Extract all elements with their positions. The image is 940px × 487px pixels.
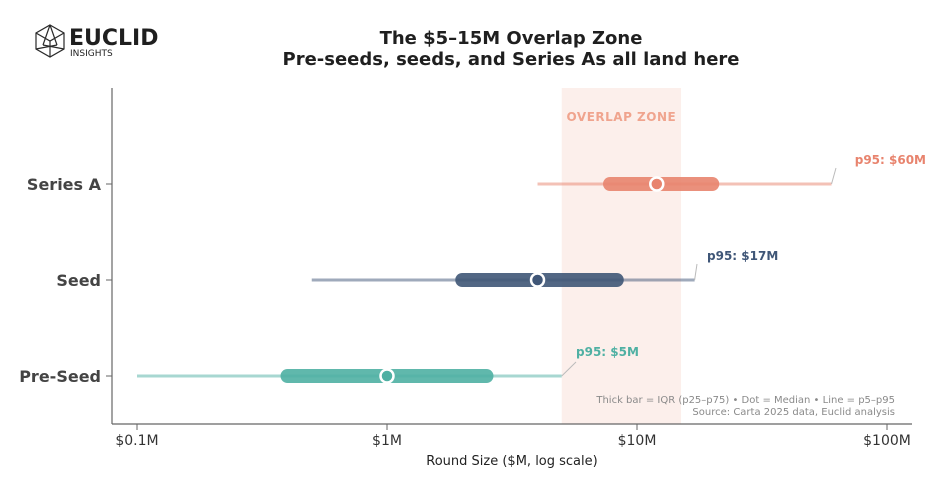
y-axis-ticks: Series A Seed Pre-Seed bbox=[19, 175, 112, 386]
p95-label-seed: p95: $17M bbox=[707, 249, 778, 263]
y-tick-label-pre-seed: Pre-Seed bbox=[19, 367, 101, 386]
median-dot bbox=[649, 176, 665, 192]
x-axis-label: Round Size ($M, log scale) bbox=[426, 454, 597, 469]
x-tick-label: $100M bbox=[863, 433, 911, 449]
median-dot bbox=[379, 368, 395, 384]
x-axis-ticks: $0.1M $1M $10M $100M bbox=[115, 424, 911, 449]
x-tick-label: $0.1M bbox=[115, 433, 158, 449]
chart-title: The $5–15M Overlap Zone bbox=[380, 28, 643, 49]
source-note: Source: Carta 2025 data, Euclid analysis bbox=[692, 407, 895, 418]
polyhedron-icon bbox=[35, 24, 65, 58]
overlap-zone-label: OVERLAP ZONE bbox=[567, 110, 677, 124]
x-tick-label: $10M bbox=[618, 433, 657, 449]
euclid-logo: EUCLID INSIGHTS bbox=[35, 24, 159, 59]
brand-tagline: INSIGHTS bbox=[70, 49, 113, 59]
brand-name: EUCLID bbox=[69, 26, 159, 51]
p95-leader-line bbox=[694, 263, 698, 281]
overlap-zone-band bbox=[561, 88, 682, 424]
y-tick-label-series-a: Series A bbox=[27, 175, 102, 194]
p95-label-series-a: p95: $60M bbox=[855, 153, 926, 167]
p95-leader-line bbox=[561, 361, 577, 377]
p95-leader-line bbox=[831, 167, 837, 185]
p95-label-pre-seed: p95: $5M bbox=[576, 345, 639, 359]
legend-note: Thick bar = IQR (p25–p75) • Dot = Median… bbox=[595, 395, 895, 406]
series-layer bbox=[137, 167, 837, 384]
y-tick-label-seed: Seed bbox=[56, 271, 101, 290]
median-dot bbox=[529, 272, 546, 288]
x-tick-label: $1M bbox=[372, 433, 402, 449]
chart-subtitle: Pre-seeds, seeds, and Series As all land… bbox=[283, 49, 740, 70]
